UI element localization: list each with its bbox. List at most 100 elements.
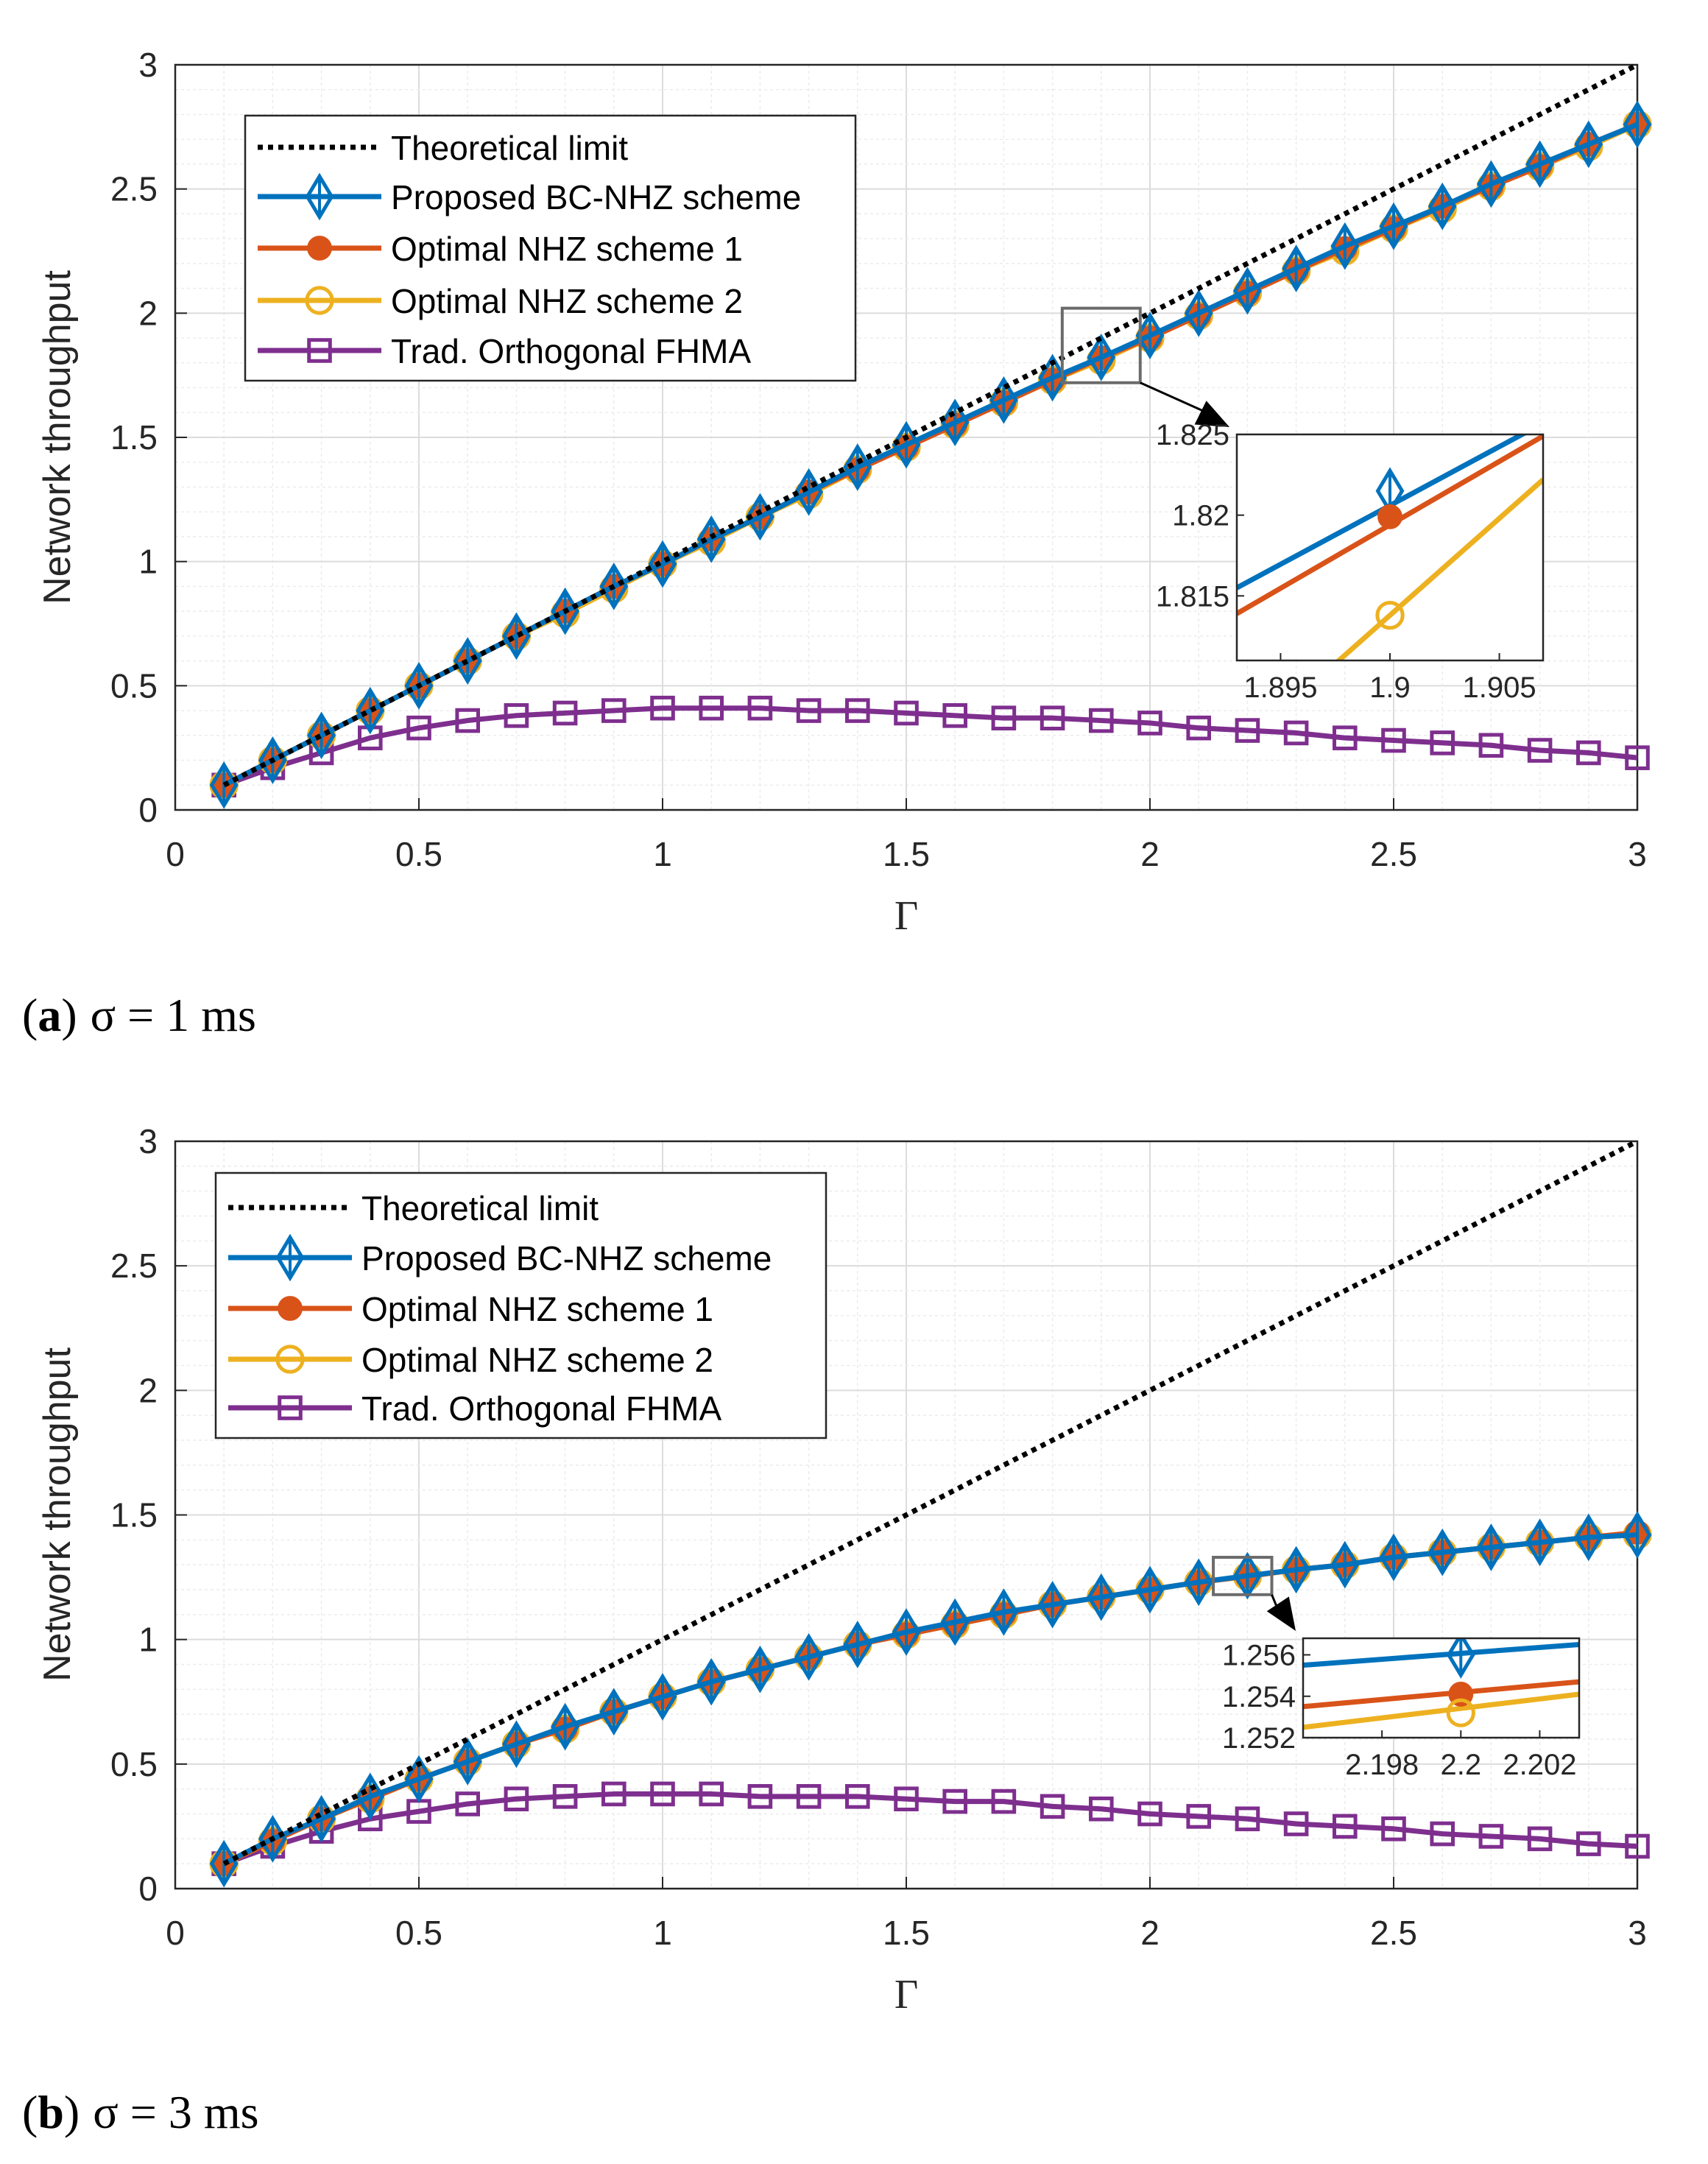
caption-label: a [38, 989, 61, 1041]
x-tick-label: 2 [1140, 835, 1160, 873]
square-marker [845, 698, 870, 723]
square-marker [845, 1784, 870, 1809]
x-tick-label: 0 [166, 835, 185, 873]
y-tick-label: 1.5 [110, 418, 158, 457]
series-line [223, 1791, 1638, 1867]
diamond-marker [1525, 1518, 1555, 1567]
open-circle-marker [1446, 1698, 1475, 1727]
square-marker [991, 1788, 1017, 1814]
y-tick-label: 0.5 [110, 666, 158, 705]
square-marker [1186, 715, 1212, 741]
zoom-arrow-head [1266, 1596, 1296, 1631]
caption-close: ) [64, 2086, 80, 2138]
series-theoretical-limit [222, 62, 1639, 788]
panel-caption: (a) σ = 1 ms [22, 989, 256, 1041]
inset-y-tick-label: 1.825 [1156, 419, 1229, 451]
y-tick-label: 0.5 [110, 1745, 158, 1783]
diamond-marker [209, 1839, 239, 1888]
inset-plot [1237, 434, 1543, 660]
series-theoretical-limit [222, 1138, 1639, 1867]
inset-y-tick-label: 1.815 [1156, 580, 1229, 613]
inset-y-tick-label: 1.254 [1222, 1681, 1296, 1713]
inset-x-tick-label: 1.905 [1463, 672, 1536, 704]
series-line [222, 1532, 1638, 1867]
square-marker [1186, 1804, 1212, 1829]
square-marker [1040, 1794, 1065, 1819]
legend-item: Theoretical limit [228, 1189, 599, 1227]
diamond-marker [745, 1645, 774, 1694]
series-line [223, 705, 1638, 788]
legend-label: Optimal NHZ scheme 1 [361, 1290, 713, 1328]
square-marker [991, 705, 1017, 730]
square-marker [1089, 708, 1114, 733]
x-axis-label: Γ [894, 1972, 918, 2017]
diamond-marker [356, 686, 385, 735]
inset-series-line [1335, 477, 1543, 660]
diamond-marker [1087, 334, 1116, 381]
caption-label: b [38, 2086, 64, 2138]
inset-x-tick-label: 1.895 [1243, 672, 1317, 704]
inset-frame [1302, 1637, 1581, 1739]
y-tick-label: 1.5 [110, 1496, 158, 1534]
legend-label: Proposed BC-NHZ scheme [391, 178, 801, 216]
square-marker [1430, 730, 1455, 755]
legend-label: Theoretical limit [361, 1189, 599, 1227]
square-marker [1333, 1814, 1358, 1839]
inset-y-tick-label: 1.82 [1172, 500, 1229, 532]
x-tick-label: 2.5 [1370, 1914, 1417, 1952]
legend: Theoretical limit Proposed BC-NHZ scheme O… [244, 114, 857, 382]
square-marker [455, 708, 481, 733]
square-marker [1478, 1824, 1504, 1849]
x-tick-label: 1.5 [883, 1914, 930, 1952]
y-tick-label: 2 [138, 1371, 158, 1409]
x-tick-label: 1 [653, 835, 672, 873]
square-marker [894, 1786, 919, 1811]
y-tick-label: 3 [138, 1122, 158, 1160]
square-marker [796, 698, 822, 723]
zoom-inset: 1.895 1.9 1.905 1.815 1.82 1.825 [1156, 419, 1545, 704]
x-tick-label: 0 [166, 1914, 185, 1952]
filled-circle-marker [1377, 504, 1402, 529]
y-axis-label: Network throughput [36, 1347, 79, 1682]
caption-text: σ = 3 ms [93, 2086, 258, 2138]
square-marker [650, 695, 675, 721]
square-marker [1283, 720, 1309, 746]
diamond-marker [1574, 120, 1603, 169]
open-circle-marker [1375, 600, 1405, 630]
diamond-marker [209, 761, 239, 809]
caption-close: ) [61, 989, 77, 1041]
y-axis-label: Network throughput [36, 270, 79, 605]
y-tick-label: 0 [138, 1869, 158, 1908]
square-marker [1430, 1821, 1455, 1847]
square-marker [455, 1791, 481, 1816]
inset-x-tick-label: 2.2 [1440, 1749, 1481, 1781]
square-marker [1040, 705, 1065, 730]
square-marker [307, 338, 332, 363]
x-tick-label: 0.5 [395, 1914, 442, 1952]
chart-panel-a: 0 0.5 1 1.5 2 2.5 3 0 0.5 1 1.5 2 2.5 3 Γ Network throu… [22, 46, 1652, 1041]
square-marker [1625, 745, 1650, 770]
legend-item: Trad. Orthogonal FHMA [228, 1389, 721, 1428]
zoom-inset: 2.198 2.2 2.202 1.252 1.254 1.256 [1222, 1637, 1581, 1781]
caption-open: ( [22, 989, 38, 1041]
series-line [222, 1138, 1639, 1867]
square-marker [747, 695, 773, 721]
panel-caption: (b) σ = 3 ms [22, 2086, 259, 2138]
square-marker [699, 1781, 724, 1807]
inset-y-tick-label: 1.252 [1222, 1722, 1296, 1755]
legend-item: Proposed BC-NHZ scheme [228, 1233, 772, 1282]
series-line [222, 62, 1639, 788]
legend-item: Optimal NHZ scheme 2 [228, 1341, 713, 1379]
legend-item: Trad. Orthogonal FHMA [258, 332, 751, 370]
legend-label: Trad. Orthogonal FHMA [361, 1389, 721, 1428]
square-marker [552, 700, 578, 726]
caption-text: σ = 1 ms [91, 989, 256, 1041]
square-marker [1283, 1811, 1309, 1836]
inset-series-line [1303, 1691, 1579, 1730]
square-marker [747, 1784, 773, 1809]
diamond-marker [1379, 202, 1408, 250]
square-marker [1235, 1806, 1260, 1832]
diamond-marker [1379, 1533, 1408, 1582]
y-tick-label: 2.5 [110, 170, 158, 208]
diamond-marker [892, 1608, 921, 1656]
